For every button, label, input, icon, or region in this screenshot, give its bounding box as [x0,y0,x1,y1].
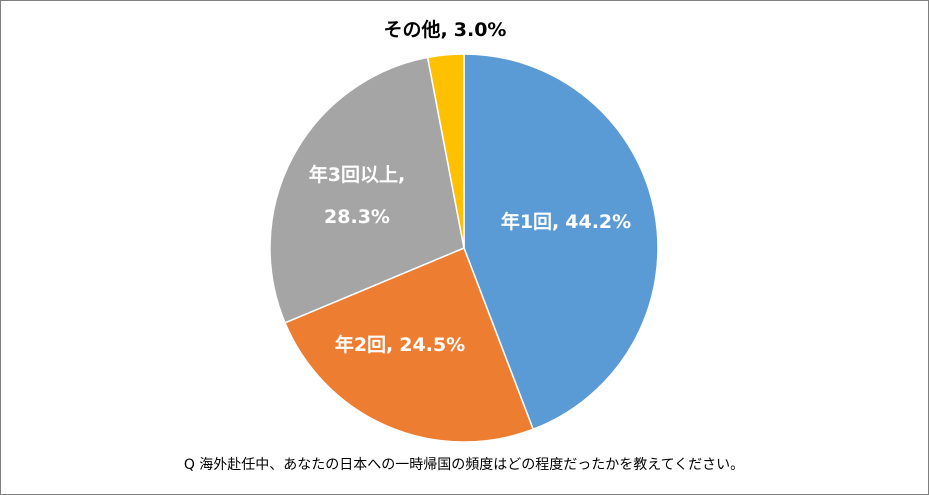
value-label: 28.3% [324,206,390,228]
caption: Q 海外赴任中、あなたの日本への一時帰国の頻度はどの程度だったかを教えてください… [184,456,744,473]
label-separator: , [398,164,405,186]
pie-slice [426,53,465,249]
value-label: 3.0% [454,19,507,41]
label-separator: , [386,334,393,356]
label-separator: , [552,211,559,233]
data-label: 28.3% [324,206,390,228]
category-name: 年3回以上 [309,163,398,186]
category-name: その他 [384,18,441,41]
data-label: 年2回, 24.5% [335,333,465,356]
category-name: 年2回 [335,333,386,356]
data-label: 年3回以上, [309,163,405,186]
category-name: 年1回 [501,210,552,233]
data-label: その他, 3.0% [384,18,507,41]
pie-slice [463,53,659,431]
data-label: 年1回, 44.2% [501,210,631,233]
label-separator: , [441,19,448,41]
value-label: 24.5% [399,334,465,356]
pie-slice [284,247,535,443]
value-label: 44.2% [565,211,631,233]
pie-slice [269,56,465,324]
